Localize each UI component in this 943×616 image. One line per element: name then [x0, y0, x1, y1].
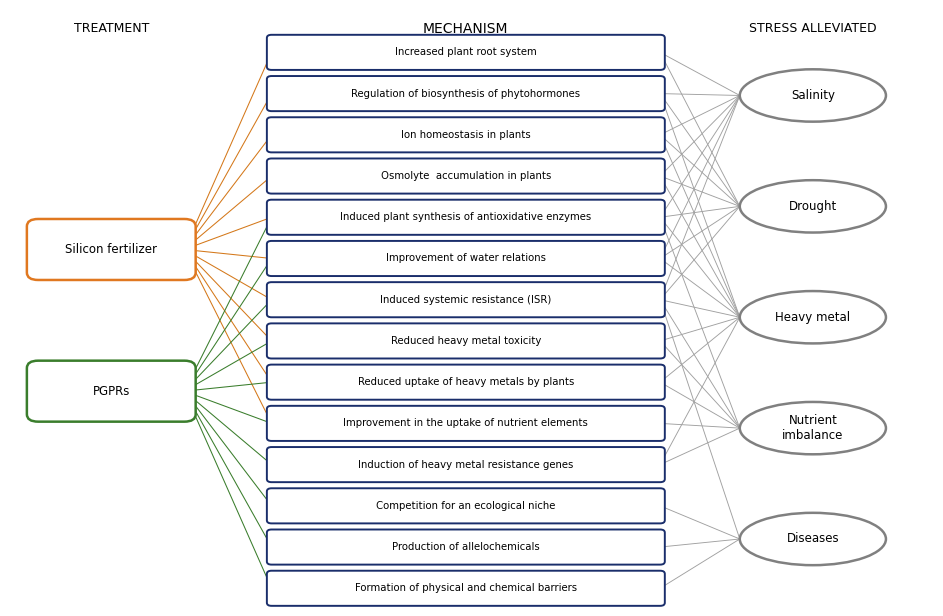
- Text: MECHANISM: MECHANISM: [423, 22, 508, 36]
- Text: Osmolyte  accumulation in plants: Osmolyte accumulation in plants: [381, 171, 551, 181]
- FancyBboxPatch shape: [267, 34, 665, 70]
- FancyBboxPatch shape: [267, 530, 665, 565]
- Text: Formation of physical and chemical barriers: Formation of physical and chemical barri…: [355, 583, 577, 593]
- FancyBboxPatch shape: [267, 488, 665, 524]
- FancyBboxPatch shape: [267, 365, 665, 400]
- FancyBboxPatch shape: [267, 282, 665, 317]
- FancyBboxPatch shape: [267, 76, 665, 111]
- Ellipse shape: [740, 180, 886, 232]
- Text: STRESS ALLEVIATED: STRESS ALLEVIATED: [749, 22, 877, 34]
- Text: Induced plant synthesis of antioxidative enzymes: Induced plant synthesis of antioxidative…: [340, 213, 591, 222]
- FancyBboxPatch shape: [267, 570, 665, 606]
- FancyBboxPatch shape: [267, 406, 665, 441]
- Ellipse shape: [740, 291, 886, 344]
- Text: Reduced heavy metal toxicity: Reduced heavy metal toxicity: [390, 336, 541, 346]
- Text: Reduced uptake of heavy metals by plants: Reduced uptake of heavy metals by plants: [357, 377, 574, 387]
- Text: Nutrient
imbalance: Nutrient imbalance: [782, 414, 844, 442]
- Text: Production of allelochemicals: Production of allelochemicals: [392, 542, 539, 552]
- Text: Ion homeostasis in plants: Ion homeostasis in plants: [401, 130, 531, 140]
- Text: Induced systemic resistance (ISR): Induced systemic resistance (ISR): [380, 294, 552, 305]
- Text: TREATMENT: TREATMENT: [74, 22, 149, 34]
- Text: Heavy metal: Heavy metal: [775, 310, 851, 324]
- FancyBboxPatch shape: [26, 219, 196, 280]
- Text: Induction of heavy metal resistance genes: Induction of heavy metal resistance gene…: [358, 460, 573, 469]
- Ellipse shape: [740, 70, 886, 122]
- Text: Regulation of biosynthesis of phytohormones: Regulation of biosynthesis of phytohormo…: [352, 89, 580, 99]
- FancyBboxPatch shape: [267, 117, 665, 152]
- Text: Diseases: Diseases: [786, 532, 839, 546]
- Text: Improvement in the uptake of nutrient elements: Improvement in the uptake of nutrient el…: [343, 418, 588, 428]
- Ellipse shape: [740, 513, 886, 565]
- FancyBboxPatch shape: [267, 447, 665, 482]
- Text: Drought: Drought: [788, 200, 837, 213]
- FancyBboxPatch shape: [267, 241, 665, 276]
- Ellipse shape: [740, 402, 886, 455]
- Text: Silicon fertilizer: Silicon fertilizer: [65, 243, 157, 256]
- FancyBboxPatch shape: [26, 360, 196, 421]
- Text: PGPRs: PGPRs: [92, 384, 130, 398]
- Text: Improvement of water relations: Improvement of water relations: [386, 253, 546, 264]
- Text: Increased plant root system: Increased plant root system: [395, 47, 537, 57]
- FancyBboxPatch shape: [267, 158, 665, 193]
- FancyBboxPatch shape: [267, 200, 665, 235]
- Text: Competition for an ecological niche: Competition for an ecological niche: [376, 501, 555, 511]
- Text: Salinity: Salinity: [791, 89, 835, 102]
- FancyBboxPatch shape: [267, 323, 665, 359]
